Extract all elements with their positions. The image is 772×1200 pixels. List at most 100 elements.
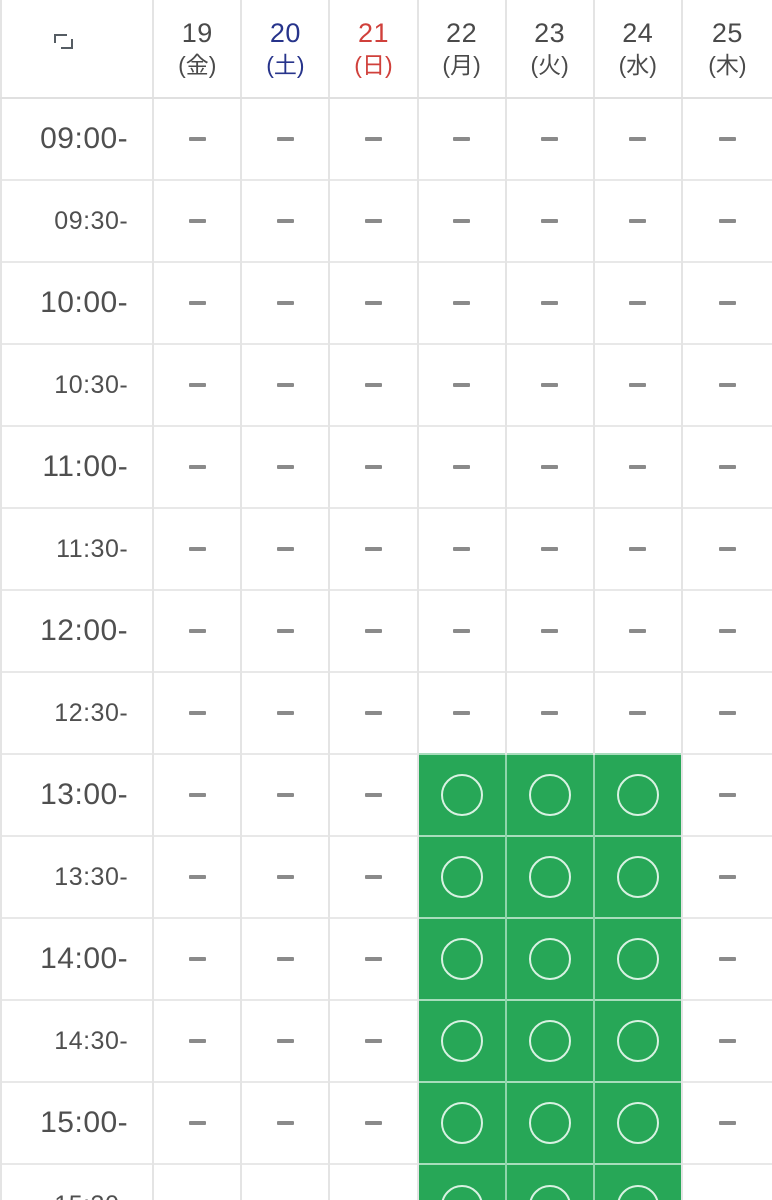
time-label: 15:00- (0, 1081, 154, 1164)
slot-available[interactable] (416, 917, 506, 1000)
slot-available[interactable] (504, 753, 594, 836)
day-header-24[interactable]: 24 (水) (592, 0, 682, 99)
day-header-19[interactable]: 19 (金) (152, 0, 242, 99)
slot-available[interactable] (416, 1081, 506, 1164)
unavailable-dash-icon (364, 792, 382, 797)
slot-unavailable (328, 671, 418, 754)
day-header-23[interactable]: 23 (火) (504, 0, 594, 99)
unavailable-dash-icon (364, 874, 382, 879)
slot-unavailable (240, 179, 330, 262)
slot-unavailable (680, 425, 772, 508)
schedule-row: 11:00- (0, 425, 772, 508)
slot-available[interactable] (504, 999, 594, 1082)
day-header-20[interactable]: 20 (土) (240, 0, 330, 99)
slot-available[interactable] (592, 917, 682, 1000)
unavailable-dash-icon (541, 136, 559, 141)
slot-unavailable (680, 589, 772, 672)
slot-unavailable (504, 97, 594, 180)
unavailable-dash-icon (276, 136, 294, 141)
slot-unavailable (504, 179, 594, 262)
slot-available[interactable] (592, 1081, 682, 1164)
schedule-row: 15:30- (0, 1163, 772, 1200)
slot-available[interactable] (504, 1081, 594, 1164)
day-weekday: (水) (618, 51, 657, 78)
slot-unavailable (240, 261, 330, 344)
slot-available[interactable] (504, 835, 594, 918)
unavailable-dash-icon (188, 874, 206, 879)
unavailable-dash-icon (364, 300, 382, 305)
slot-unavailable (416, 179, 506, 262)
day-header-21[interactable]: 21 (日) (328, 0, 418, 99)
unavailable-dash-icon (188, 464, 206, 469)
slot-unavailable (152, 1081, 242, 1164)
calendar-header: 19 (金) 20 (土) 21 (日) 22 (月) 23 (火) 24 (水) 25 (木) (0, 0, 772, 99)
schedule-row: 12:30- (0, 671, 772, 754)
day-header-25[interactable]: 25 (木) (680, 0, 772, 99)
slot-available[interactable] (592, 1163, 682, 1200)
schedule-row: 10:30- (0, 343, 772, 426)
slot-unavailable (152, 507, 242, 590)
slot-unavailable (680, 343, 772, 426)
slot-unavailable (240, 589, 330, 672)
unavailable-dash-icon (453, 628, 471, 633)
slot-unavailable (152, 917, 242, 1000)
slot-available[interactable] (592, 835, 682, 918)
day-number: 20 (269, 17, 301, 48)
unavailable-dash-icon (276, 300, 294, 305)
schedule-row: 09:30- (0, 179, 772, 262)
slot-available[interactable] (504, 1163, 594, 1200)
slot-unavailable (504, 343, 594, 426)
available-circle-icon (440, 1020, 483, 1062)
slot-unavailable (680, 671, 772, 754)
unavailable-dash-icon (718, 628, 736, 633)
unavailable-dash-icon (629, 628, 647, 633)
slot-available[interactable] (592, 753, 682, 836)
schedule-row: 10:00- (0, 261, 772, 344)
unavailable-dash-icon (718, 300, 736, 305)
unavailable-dash-icon (364, 956, 382, 961)
slot-unavailable (240, 917, 330, 1000)
day-number: 21 (357, 17, 389, 48)
time-label: 15:30- (0, 1163, 154, 1200)
day-weekday: (火) (530, 51, 569, 78)
time-label: 11:00- (0, 425, 154, 508)
day-number: 23 (534, 17, 566, 48)
slot-unavailable (328, 917, 418, 1000)
slot-available[interactable] (416, 753, 506, 836)
schedule-row: 09:00- (0, 97, 772, 180)
slot-available[interactable] (504, 917, 594, 1000)
slot-unavailable (328, 97, 418, 180)
unavailable-dash-icon (453, 546, 471, 551)
unavailable-dash-icon (629, 136, 647, 141)
slot-unavailable (328, 753, 418, 836)
time-label: 10:30- (0, 343, 154, 426)
slot-available[interactable] (416, 1163, 506, 1200)
unavailable-dash-icon (188, 1120, 206, 1125)
header-corner-cell (0, 0, 154, 99)
unavailable-dash-icon (453, 710, 471, 715)
time-label: 12:00- (0, 589, 154, 672)
day-weekday: (金) (178, 51, 217, 78)
slot-available[interactable] (416, 835, 506, 918)
unavailable-dash-icon (629, 382, 647, 387)
slot-available[interactable] (416, 999, 506, 1082)
unavailable-dash-icon (188, 136, 206, 141)
available-circle-icon (528, 1102, 571, 1144)
available-circle-icon (616, 774, 659, 816)
schedule-row: 11:30- (0, 507, 772, 590)
time-label: 10:00- (0, 261, 154, 344)
slot-unavailable (152, 97, 242, 180)
day-header-22[interactable]: 22 (月) (416, 0, 506, 99)
unavailable-dash-icon (453, 218, 471, 223)
slot-unavailable (240, 97, 330, 180)
slot-available[interactable] (592, 999, 682, 1082)
unavailable-dash-icon (188, 956, 206, 961)
slot-unavailable (592, 589, 682, 672)
corner-bracket-icon (54, 34, 73, 50)
slot-unavailable (240, 1163, 330, 1200)
unavailable-dash-icon (718, 874, 736, 879)
time-label: 13:00- (0, 753, 154, 836)
slot-unavailable (680, 179, 772, 262)
slot-unavailable (328, 261, 418, 344)
